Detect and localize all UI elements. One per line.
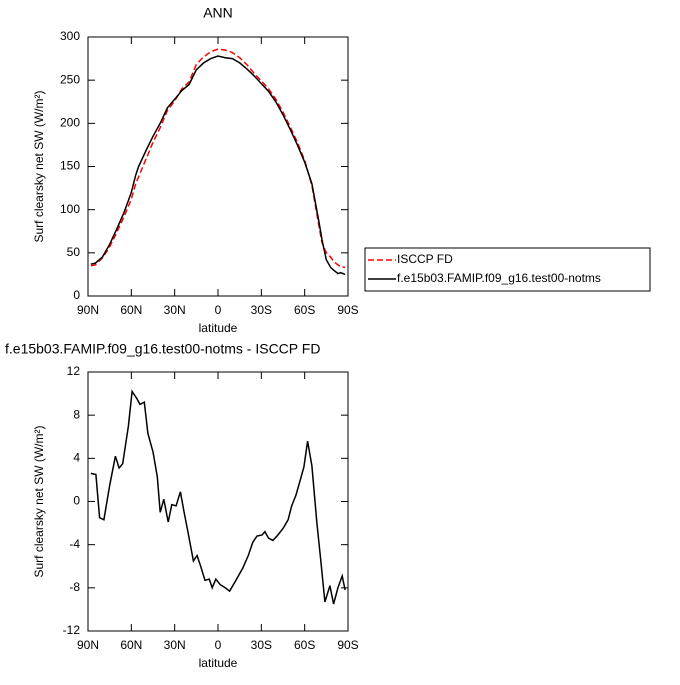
x-tick-label: 0 (215, 303, 222, 317)
y-tick-label: 50 (67, 245, 81, 259)
y-tick-label: 250 (60, 72, 80, 86)
x-tick-label: 30S (251, 303, 272, 317)
plot-frame (87, 371, 349, 632)
y-tick-label: -12 (63, 623, 81, 637)
y-tick-label: 4 (73, 451, 80, 465)
y-tick-label: 200 (60, 116, 80, 130)
x-tick-label: 30S (251, 638, 272, 652)
chart-title: ANN (203, 5, 233, 21)
x-tick-label: 90S (337, 638, 358, 652)
legend-label: ISCCP FD (397, 252, 453, 266)
y-tick-label: 8 (73, 407, 80, 421)
x-tick-label: 60N (120, 638, 142, 652)
chart-title: f.e15b03.FAMIP.f09_g16.test00-notms - IS… (5, 341, 320, 357)
x-tick-label: 30N (164, 638, 186, 652)
x-axis-label: latitude (199, 321, 238, 335)
x-tick-label: 60S (294, 303, 315, 317)
data-line (90, 48, 346, 269)
x-tick-label: 30N (164, 303, 186, 317)
x-tick-label: 90N (77, 303, 99, 317)
y-tick-label: 150 (60, 159, 80, 173)
x-tick-label: 60N (120, 303, 142, 317)
y-axis-label: Surf clearsky net SW (W/m²) (32, 90, 46, 242)
x-axis-label: latitude (199, 656, 238, 670)
y-tick-label: 12 (67, 364, 81, 378)
y-axis-label: Surf clearsky net SW (W/m²) (32, 425, 46, 577)
data-line (90, 389, 346, 605)
plot-frame (87, 36, 349, 297)
y-tick-label: 0 (73, 494, 80, 508)
legend-label: f.e15b03.FAMIP.f09_g16.test00-notms (397, 271, 601, 285)
legend-box (364, 247, 651, 292)
y-tick-label: 100 (60, 202, 80, 216)
x-tick-label: 90N (77, 638, 99, 652)
y-tick-label: -4 (69, 537, 80, 551)
data-line (90, 55, 346, 276)
y-tick-label: 0 (73, 288, 80, 302)
y-tick-label: 300 (60, 29, 80, 43)
x-tick-label: 90S (337, 303, 358, 317)
y-tick-label: -8 (69, 580, 80, 594)
x-tick-label: 0 (215, 638, 222, 652)
x-tick-label: 60S (294, 638, 315, 652)
